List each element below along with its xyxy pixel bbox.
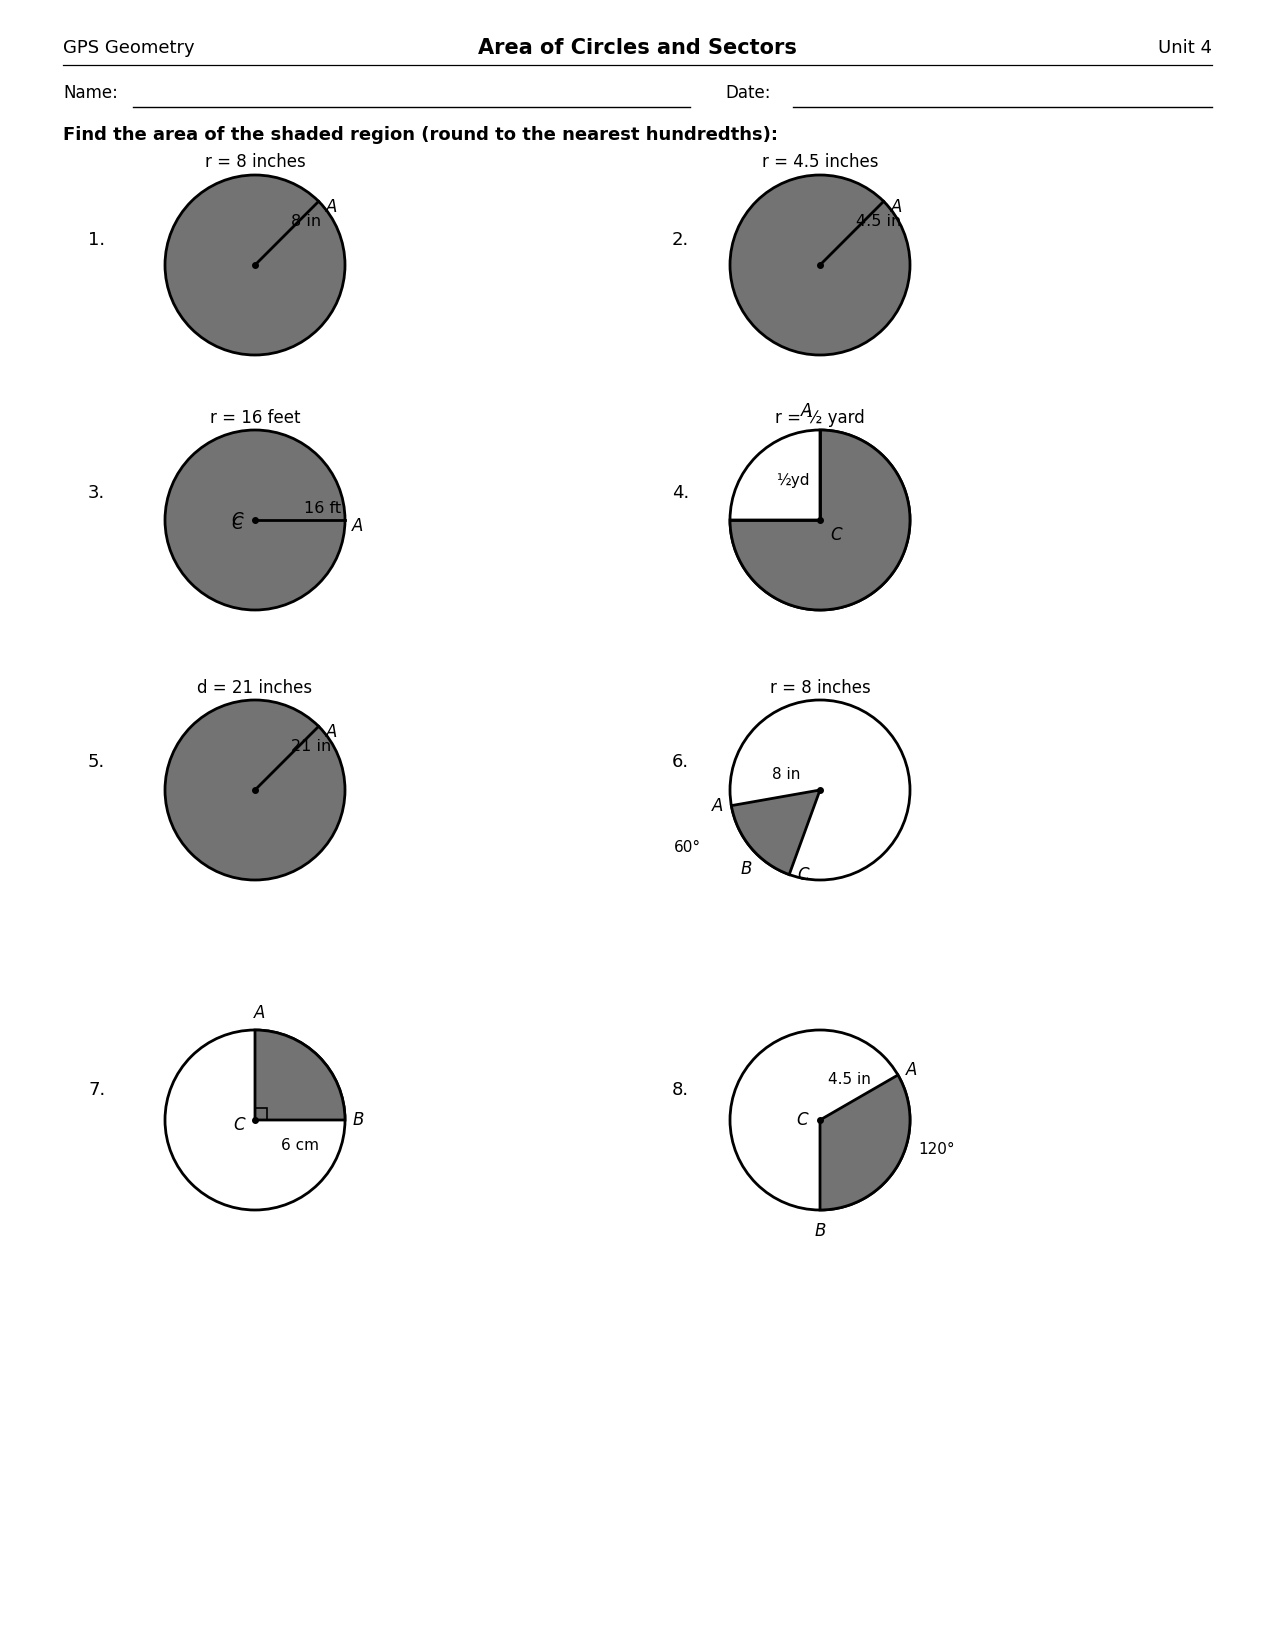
Text: 8.: 8. — [672, 1081, 689, 1100]
Text: C: C — [231, 515, 244, 533]
Text: Name:: Name: — [62, 84, 117, 102]
Wedge shape — [255, 1030, 346, 1119]
Text: r = 8 inches: r = 8 inches — [770, 679, 871, 697]
Text: 4.5 in: 4.5 in — [856, 215, 901, 229]
Text: 6.: 6. — [672, 753, 689, 771]
Text: C: C — [233, 1116, 245, 1134]
Text: r = 4.5 inches: r = 4.5 inches — [761, 154, 878, 172]
Text: 60°: 60° — [674, 840, 701, 855]
Text: A: A — [891, 198, 901, 216]
Text: 8 in: 8 in — [291, 215, 321, 229]
Circle shape — [731, 700, 910, 880]
Text: r = 8 inches: r = 8 inches — [204, 154, 306, 172]
Circle shape — [164, 429, 346, 609]
Circle shape — [164, 700, 346, 880]
Wedge shape — [732, 789, 820, 875]
Text: A: A — [801, 401, 812, 419]
Text: Find the area of the shaded region (round to the nearest hundredths):: Find the area of the shaded region (roun… — [62, 125, 778, 144]
Text: 6 cm: 6 cm — [280, 1138, 319, 1152]
Text: B: B — [353, 1111, 365, 1129]
Text: A: A — [325, 723, 337, 741]
Circle shape — [164, 1030, 346, 1210]
Text: Date:: Date: — [725, 84, 770, 102]
Text: C: C — [797, 865, 808, 883]
Text: B: B — [741, 860, 752, 878]
Text: C: C — [797, 1111, 808, 1129]
Bar — [255, 1108, 266, 1119]
Wedge shape — [820, 1075, 910, 1210]
Text: A: A — [907, 1062, 917, 1080]
Circle shape — [164, 175, 346, 355]
Circle shape — [731, 429, 910, 609]
Text: B: B — [815, 1222, 826, 1240]
Text: r = 16 feet: r = 16 feet — [210, 409, 300, 428]
Text: 4.5 in: 4.5 in — [827, 1071, 871, 1086]
Text: A: A — [352, 517, 363, 535]
Text: 5.: 5. — [88, 753, 106, 771]
Text: 120°: 120° — [918, 1142, 955, 1157]
Text: 3.: 3. — [88, 484, 106, 502]
Text: Unit 4: Unit 4 — [1158, 40, 1213, 58]
Circle shape — [731, 1030, 910, 1210]
Wedge shape — [731, 429, 910, 609]
Text: 2.: 2. — [672, 231, 690, 249]
Text: 8 in: 8 in — [771, 768, 799, 783]
Text: GPS Geometry: GPS Geometry — [62, 40, 195, 58]
Circle shape — [731, 175, 910, 355]
Text: C: C — [830, 527, 842, 543]
Text: 4.: 4. — [672, 484, 690, 502]
Text: A: A — [325, 198, 337, 216]
Text: d = 21 inches: d = 21 inches — [198, 679, 312, 697]
Text: 1.: 1. — [88, 231, 105, 249]
Text: 16 ft: 16 ft — [303, 500, 342, 517]
Text: 21 in: 21 in — [291, 740, 332, 755]
Text: A: A — [254, 1004, 265, 1022]
Text: A: A — [711, 797, 723, 814]
Text: 7.: 7. — [88, 1081, 106, 1100]
Text: ½yd: ½yd — [776, 472, 810, 487]
Text: r = ½ yard: r = ½ yard — [775, 409, 864, 428]
Text: C: C — [231, 512, 244, 528]
Text: Area of Circles and Sectors: Area of Circles and Sectors — [478, 38, 797, 58]
